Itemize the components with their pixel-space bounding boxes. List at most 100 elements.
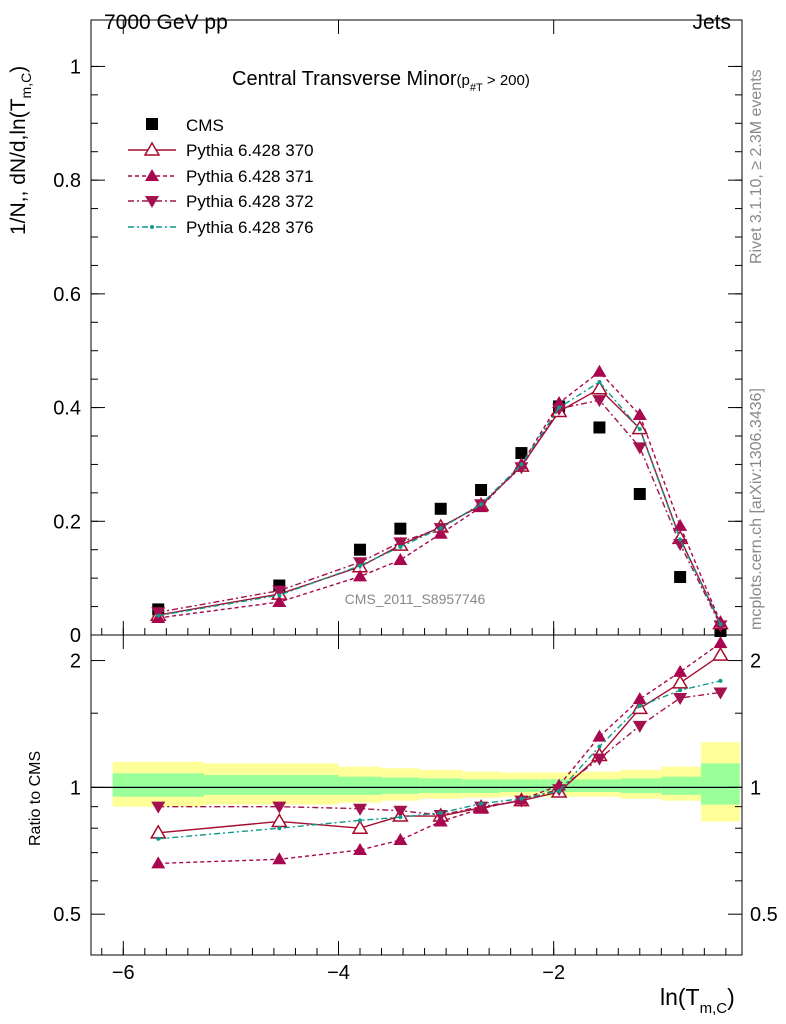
point-372-11 xyxy=(713,620,728,633)
mcplots-credit-label: mcplots.cern.ch [arXiv:1306.3436] xyxy=(748,388,765,630)
series-line-372 xyxy=(158,399,722,626)
legend-376-marker xyxy=(150,225,154,229)
ratio-band-inner-10 xyxy=(661,776,702,795)
top-ytick-label-2: 0.4 xyxy=(53,398,81,420)
top-ytick-label-5: 1 xyxy=(70,56,81,78)
point-371-1 xyxy=(272,595,287,608)
ratio-band-inner-11 xyxy=(701,763,740,805)
ratio-point-371-11 xyxy=(713,636,728,649)
rivet-version-label: Rivet 3.1.10, ≥ 2.3M events xyxy=(748,69,765,264)
ratio-band-inner-6 xyxy=(499,779,541,793)
point-cms-9 xyxy=(633,487,646,500)
point-371-2 xyxy=(353,569,368,582)
point-372-6 xyxy=(514,462,529,475)
legend-376-label: Pythia 6.428 376 xyxy=(186,218,314,237)
ratio-point-376-11 xyxy=(718,678,723,683)
point-376-6 xyxy=(519,462,524,467)
ratio-band-inner-5 xyxy=(462,779,500,793)
ratio-point-376-1 xyxy=(277,826,282,831)
point-376-10 xyxy=(678,537,683,542)
ratio-point-370-2 xyxy=(351,819,369,834)
ratio-band-inner-4 xyxy=(419,778,463,793)
ratio-point-370-10 xyxy=(671,674,689,689)
ratio-point-376-4 xyxy=(438,810,443,815)
point-cms-2 xyxy=(354,543,367,556)
point-371-3 xyxy=(393,552,408,565)
ratio-ytick-label-left-0: 0.5 xyxy=(53,904,81,926)
ratio-point-372-3 xyxy=(393,805,408,818)
ratio-line-371 xyxy=(158,642,721,865)
series-line-371 xyxy=(158,370,722,623)
point-372-7 xyxy=(552,403,567,416)
point-376-0 xyxy=(156,613,161,618)
ratio-point-376-2 xyxy=(358,818,363,823)
point-372-9 xyxy=(632,442,647,455)
point-372-3 xyxy=(393,537,408,550)
ratio-point-370-1 xyxy=(271,812,288,828)
top-ytick-label-1: 0.2 xyxy=(53,511,81,533)
ratio-band-inner-1 xyxy=(203,774,339,795)
point-372-2 xyxy=(353,557,368,570)
ratio-line-376 xyxy=(158,680,721,840)
header-energy-label: 7000 GeV pp xyxy=(104,11,228,34)
ratio-point-372-1 xyxy=(272,801,287,814)
top-plot-frame xyxy=(90,19,743,636)
ratio-ytick-label-right-0: 0.5 xyxy=(750,904,778,926)
point-372-0 xyxy=(151,607,166,620)
point-cms-4 xyxy=(434,502,447,515)
point-376-5 xyxy=(479,502,484,507)
ratio-point-371-0 xyxy=(151,856,166,869)
point-376-9 xyxy=(637,427,642,432)
legend-372-marker xyxy=(145,196,159,208)
ratio-ytick-label-left-2: 2 xyxy=(70,651,81,673)
ratio-ytick-label-right-1: 1 xyxy=(750,777,761,799)
series-line-376 xyxy=(158,381,722,625)
ratio-band-inner-0 xyxy=(112,773,204,797)
xtick-label-0: −6 xyxy=(112,962,135,984)
point-372-1 xyxy=(272,585,287,598)
ratio-point-371-8 xyxy=(592,729,607,742)
ratio-point-372-9 xyxy=(632,720,647,733)
point-371-10 xyxy=(673,518,688,531)
ratio-point-371-9 xyxy=(632,692,647,705)
point-372-8 xyxy=(592,395,607,408)
legend-cms-label: CMS xyxy=(186,116,224,135)
ratio-band-inner-2 xyxy=(338,776,382,795)
ratio-point-372-2 xyxy=(353,803,368,816)
point-372-10 xyxy=(673,539,688,552)
ratio-point-376-10 xyxy=(678,688,683,693)
xtick-label-1: −4 xyxy=(327,962,350,984)
point-376-4 xyxy=(438,526,443,531)
legend-cms-marker xyxy=(146,118,158,130)
ratio-point-376-3 xyxy=(398,815,403,820)
ratio-band-inner-3 xyxy=(381,777,420,794)
ratio-axis-label: Ratio to CMS xyxy=(27,751,44,846)
y-axis-label: 1/N,, dN/d,ln(Tm,C) xyxy=(7,66,34,235)
point-376-7 xyxy=(557,405,562,410)
point-cms-8 xyxy=(593,421,606,434)
point-cms-3 xyxy=(394,522,407,535)
ratio-point-376-6 xyxy=(519,796,524,801)
ratio-plot-frame xyxy=(90,634,743,956)
legend-370-marker xyxy=(143,141,161,156)
legend-371-label: Pythia 6.428 371 xyxy=(186,167,314,186)
x-axis-label: ln(Tm,C) xyxy=(660,984,735,1017)
top-ytick-label-3: 0.6 xyxy=(53,284,81,306)
legend: CMS Pythia 6.428 370 Pythia 6.428 371 Py… xyxy=(128,116,314,237)
analysis-watermark: CMS_2011_S8957746 xyxy=(345,591,486,607)
header-process-label: Jets xyxy=(692,11,731,34)
legend-370-label: Pythia 6.428 370 xyxy=(186,141,314,160)
point-370-8 xyxy=(591,380,608,395)
ratio-point-372-5 xyxy=(474,801,489,814)
xtick-label-2: −2 xyxy=(542,962,565,984)
ratio-point-372-11 xyxy=(713,687,728,700)
ratio-point-372-8 xyxy=(592,753,607,766)
top-ytick-label-4: 0.8 xyxy=(53,170,81,192)
ratio-band-inner-9 xyxy=(620,778,662,793)
top-ytick-label-0: 0 xyxy=(70,625,81,647)
ratio-point-372-10 xyxy=(673,692,688,705)
ratio-point-371-3 xyxy=(393,833,408,846)
ratio-point-376-0 xyxy=(156,836,161,841)
ratio-band-inner-8 xyxy=(580,779,621,793)
